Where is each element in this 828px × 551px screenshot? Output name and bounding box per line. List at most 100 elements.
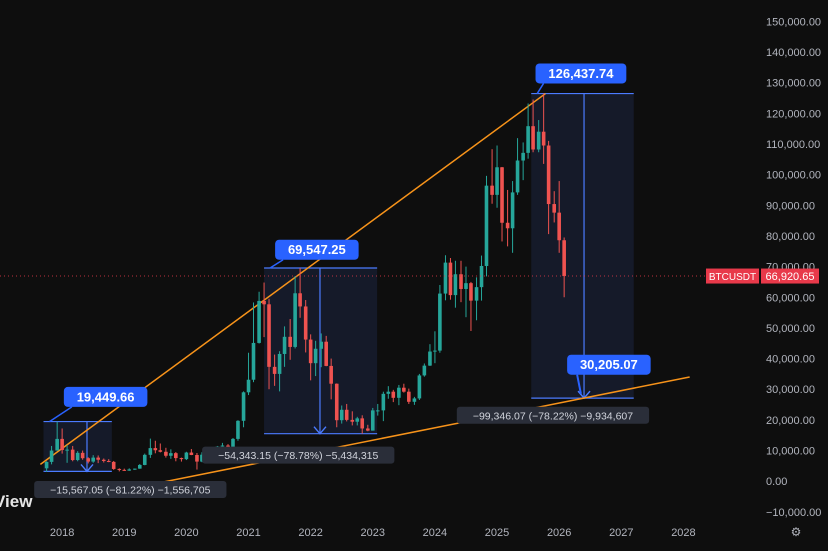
candle-body xyxy=(142,454,147,465)
candle-body xyxy=(422,365,427,376)
candle-body xyxy=(366,428,370,431)
candle-body xyxy=(370,410,375,431)
candle-body xyxy=(557,212,561,241)
candle-body xyxy=(158,450,163,452)
x-tick-label: 2028 xyxy=(671,527,695,539)
candle-body xyxy=(375,410,380,412)
candle-body xyxy=(490,185,494,195)
range-box xyxy=(264,267,378,434)
candle-body xyxy=(339,409,344,421)
candle-body xyxy=(127,469,132,471)
candle-body xyxy=(313,348,318,364)
candle-body xyxy=(397,387,401,398)
candle-body xyxy=(241,392,246,421)
x-tick-label: 2021 xyxy=(236,527,260,539)
candle-body xyxy=(412,398,417,402)
peak-callout-bubble xyxy=(275,239,359,260)
candle-body xyxy=(195,454,199,462)
range-box xyxy=(531,93,634,399)
candle-body xyxy=(65,449,69,451)
candle-body xyxy=(133,468,137,470)
y-tick-label: 140,000.00 xyxy=(766,47,821,59)
y-tick-label: 150,000.00 xyxy=(766,16,821,28)
candle-body xyxy=(246,379,251,393)
candle-body xyxy=(122,469,127,471)
symbol-label: BTCUSDT xyxy=(709,272,756,283)
y-tick-label: 60,000.00 xyxy=(766,292,815,304)
candle-body xyxy=(562,240,566,277)
candle-body xyxy=(433,350,437,352)
candle-body xyxy=(469,283,473,301)
candle-body xyxy=(355,418,360,422)
candle-body xyxy=(459,274,463,289)
callout-pointer xyxy=(576,374,582,395)
candle-body xyxy=(111,461,116,469)
candle-body xyxy=(329,365,333,384)
candle-body xyxy=(350,419,355,422)
candle-body xyxy=(381,393,386,411)
symbol-badge xyxy=(706,268,759,284)
candle-body xyxy=(541,131,546,146)
candle-body xyxy=(267,304,271,367)
candle-body xyxy=(303,306,308,340)
last-price-label: 66,920.65 xyxy=(766,271,815,283)
candle-body xyxy=(360,418,365,429)
axes-layer: 150,000.00 140,000.00 130,000.00 120,000.00… xyxy=(0,16,821,539)
candle-body xyxy=(536,131,541,150)
candle-body xyxy=(344,409,349,420)
candle-body xyxy=(184,452,189,460)
candle-body xyxy=(495,167,499,195)
x-tick-label: 2024 xyxy=(423,527,447,539)
watermark-text: View xyxy=(0,492,33,511)
candle-body xyxy=(298,293,302,307)
range-stats-box xyxy=(456,406,650,424)
range-arrow-head xyxy=(80,463,94,473)
candle-body xyxy=(438,293,442,351)
candle-body xyxy=(55,438,59,451)
candle-body xyxy=(521,152,525,161)
candle-body xyxy=(80,452,85,459)
candle-body xyxy=(231,438,235,449)
candle-body xyxy=(552,204,557,213)
candle-body xyxy=(526,126,530,153)
y-tick-label: 0.00 xyxy=(766,476,787,488)
y-tick-label: 10,000.00 xyxy=(766,446,815,458)
candle-body xyxy=(531,126,535,150)
y-tick-label: 100,000.00 xyxy=(766,170,821,182)
candle-body xyxy=(169,453,173,456)
candle-body xyxy=(324,341,328,366)
candle-body xyxy=(106,460,111,462)
candle-body xyxy=(251,342,256,380)
candle-body xyxy=(308,339,313,364)
candle-body xyxy=(164,451,168,456)
candle-body xyxy=(75,452,80,461)
candle-body xyxy=(262,300,266,305)
y-tick-label: 90,000.00 xyxy=(766,200,815,212)
y-tick-label: 120,000.00 xyxy=(766,108,821,120)
candle-body xyxy=(479,265,484,288)
x-tick-label: 2027 xyxy=(609,527,633,539)
candle-body xyxy=(236,420,240,439)
settings-gear-icon: ⚙ xyxy=(791,525,802,539)
candle-body xyxy=(117,468,122,470)
candle-body xyxy=(179,458,184,460)
range-stats-label: −99,346.07 (−78.22%) −9,934,607 xyxy=(473,410,633,422)
candle-body xyxy=(257,300,261,343)
candle-body xyxy=(101,459,106,461)
peak-callout-pointer xyxy=(49,406,73,423)
x-tick-label: 2019 xyxy=(112,527,136,539)
y-tick-label: 20,000.00 xyxy=(766,415,815,427)
candle-body xyxy=(70,449,75,461)
candle-body xyxy=(500,167,504,223)
candle-body xyxy=(91,457,95,462)
x-tick-label: 2018 xyxy=(50,527,74,539)
peak-callout-value: 69,547.25 xyxy=(288,242,346,257)
candle-body xyxy=(200,454,204,462)
range-boxes-layer xyxy=(43,92,634,473)
candle-body xyxy=(448,262,453,296)
candle-body xyxy=(49,450,54,462)
candle-body xyxy=(515,160,520,193)
y-tick-label: 130,000.00 xyxy=(766,78,821,90)
